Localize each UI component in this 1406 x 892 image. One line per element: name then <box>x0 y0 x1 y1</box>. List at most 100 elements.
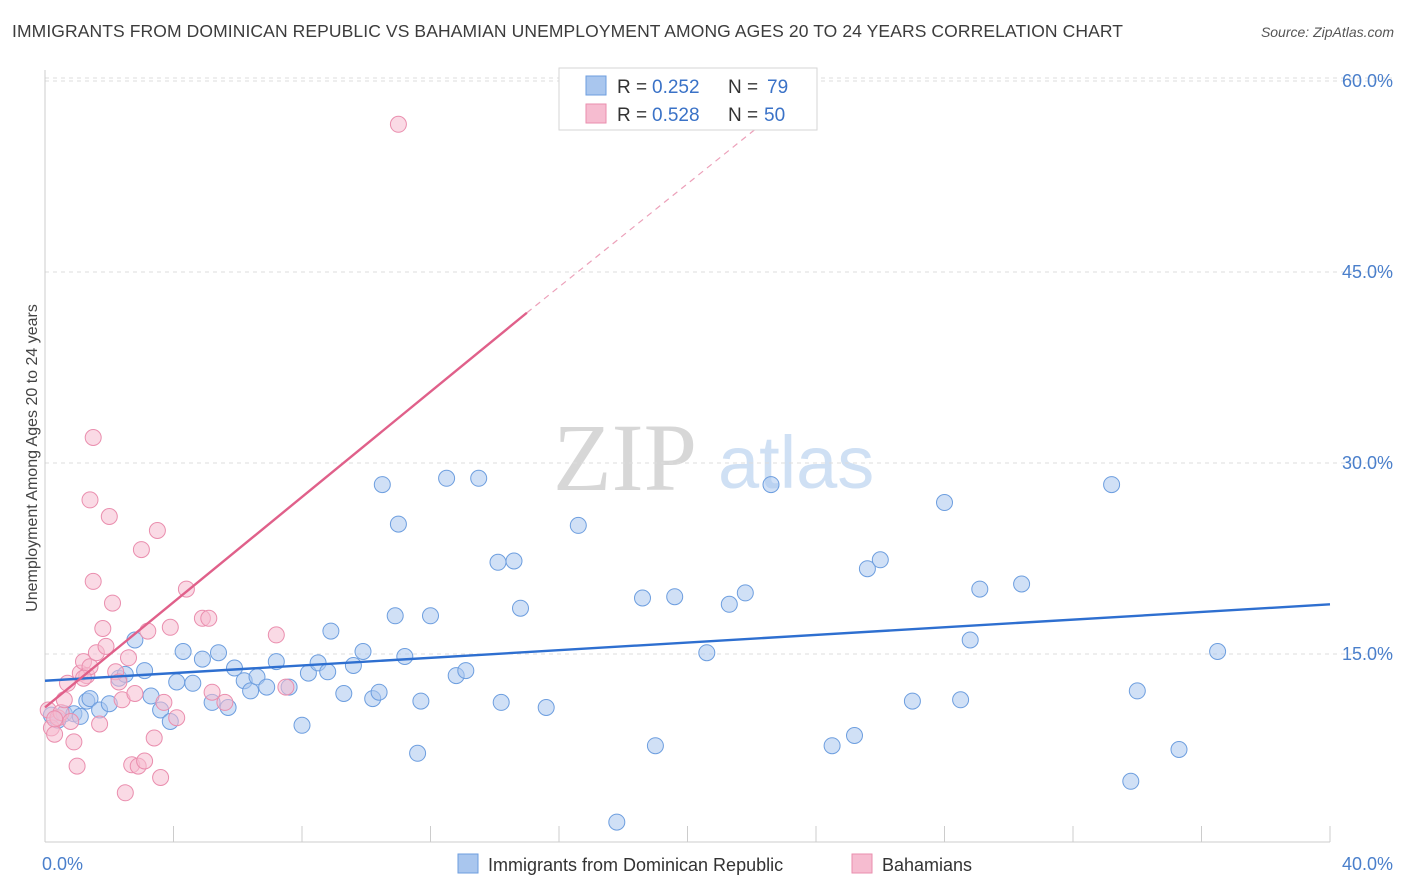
dominican-point <box>210 644 227 662</box>
dominican-point <box>971 580 989 598</box>
dominican-point <box>396 648 414 665</box>
legend-r-label-blue: R = <box>617 77 647 98</box>
watermark: ZIP atlas <box>553 404 874 511</box>
y-tick-label: 45.0% <box>1342 262 1393 282</box>
grid-lines <box>45 77 1392 655</box>
dominican-trend-line <box>44 603 1331 682</box>
legend-n-value-pink: 50 <box>764 105 785 126</box>
dominican-point <box>666 588 684 606</box>
bahamian-point <box>120 649 137 667</box>
series-legend: Immigrants from Dominican Republic Baham… <box>457 853 972 875</box>
legend-r-value-pink: 0.528 <box>652 105 700 126</box>
bahamian-point <box>267 626 285 644</box>
bahamian-point <box>177 580 195 598</box>
bahamian-point <box>97 637 115 655</box>
dominican-point <box>412 692 430 710</box>
legend-swatch-pink <box>585 103 607 124</box>
dominican-point <box>242 682 260 700</box>
watermark-zip: ZIP <box>553 404 697 511</box>
legend-n-label-blue: N = <box>728 77 758 98</box>
bahamian-point <box>136 752 154 770</box>
bahamian-point <box>94 620 112 637</box>
dominican-point <box>961 631 979 649</box>
dominican-point <box>184 674 202 692</box>
dominican-point <box>409 744 427 762</box>
dominican-point <box>370 683 388 701</box>
dominican-point <box>952 691 970 709</box>
chart-title: IMMIGRANTS FROM DOMINICAN REPUBLIC VS BA… <box>12 21 1124 41</box>
dominican-point <box>505 552 523 570</box>
x-tick-label-max: 40.0% <box>1342 854 1393 874</box>
bahamian-point <box>84 429 102 446</box>
dominican-point <box>871 551 889 569</box>
dominican-point <box>846 727 863 744</box>
y-tick-label: 30.0% <box>1342 453 1393 473</box>
bahamian-point <box>139 622 157 640</box>
dominican-point <box>537 699 555 716</box>
bahamian-point <box>168 709 186 727</box>
source-label: Source: ZipAtlas.com <box>1260 24 1394 40</box>
dominican-point <box>470 469 488 487</box>
dominican-point <box>698 644 716 662</box>
dominican-point <box>293 716 311 734</box>
dominican-point <box>354 643 372 660</box>
bahamian-point <box>46 725 64 743</box>
y-axis-label: Unemployment Among Ages 20 to 24 years <box>24 304 41 612</box>
bahamian-point <box>91 715 109 733</box>
dominican-point <box>457 662 475 680</box>
bahamian-point <box>161 618 179 636</box>
dominican-point <box>168 673 186 691</box>
legend-r-label-pink: R = <box>617 105 647 126</box>
trend-lines <box>44 118 1331 709</box>
stats-legend: R = 0.252 N = 79 R = 0.528 N = 50 <box>558 67 818 131</box>
dominican-point <box>1170 741 1188 758</box>
dominican-point <box>174 643 192 660</box>
bahamian-trend-line <box>44 311 528 709</box>
dominican-point <box>335 685 353 702</box>
bahamian-point <box>145 729 163 747</box>
bahamian-point <box>116 784 134 802</box>
dominican-point <box>319 663 337 681</box>
dominican-point <box>422 607 439 625</box>
dominican-point <box>608 813 626 831</box>
dominican-point <box>634 589 651 607</box>
dominican-point <box>762 476 780 494</box>
dominican-point <box>512 599 529 617</box>
bahamian-point <box>81 491 99 509</box>
dominican-point <box>1013 575 1031 593</box>
dominican-point <box>386 607 404 625</box>
bahamian-point <box>132 541 150 559</box>
bahamian-point <box>65 733 83 751</box>
dominican-point <box>736 584 754 602</box>
dominican-point <box>81 690 99 708</box>
bahamian-point <box>46 710 64 728</box>
series-legend-label-blue: Immigrants from Dominican Republic <box>488 855 783 875</box>
bahamian-point <box>104 594 121 612</box>
x-tick-label-min: 0.0% <box>42 854 83 874</box>
bahamian-point <box>152 769 170 786</box>
bahamian-point <box>216 693 234 711</box>
legend-n-label-pink: N = <box>728 105 758 126</box>
dominican-point <box>389 515 407 533</box>
series-legend-swatch-blue <box>457 853 479 874</box>
bahamian-point <box>277 678 295 696</box>
bahamian-point <box>110 673 128 691</box>
y-axis-tick-labels: 15.0% 30.0% 45.0% 60.0% <box>1342 71 1393 664</box>
dominican-point <box>1103 476 1121 494</box>
bahamian-point <box>203 683 221 701</box>
bahamian-trend-extension <box>526 118 769 314</box>
dominican-point <box>258 678 276 696</box>
bahamian-point <box>62 713 80 730</box>
y-tick-label: 60.0% <box>1342 71 1393 91</box>
dominican-point <box>322 622 340 640</box>
bahamian-point <box>68 757 86 775</box>
bahamian-point <box>126 685 144 702</box>
dominican-point <box>489 553 507 571</box>
dominican-point <box>720 595 738 613</box>
dominican-point <box>569 516 587 534</box>
dominican-point <box>1122 772 1140 790</box>
series-legend-label-pink: Bahamians <box>882 855 972 875</box>
dominican-point <box>1128 682 1146 700</box>
dominican-point <box>492 693 510 711</box>
bahamian-point <box>148 522 166 539</box>
